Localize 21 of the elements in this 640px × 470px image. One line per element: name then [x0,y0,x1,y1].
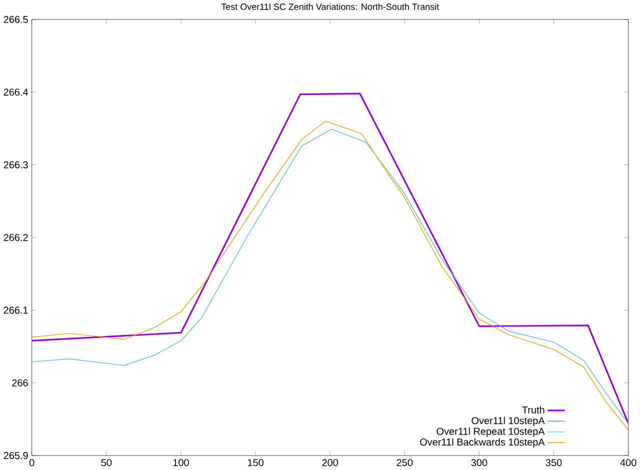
legend-label: Truth [522,406,544,414]
legend-label: Over11l Repeat 10stepA [436,428,545,438]
y-tick-label: 266.5 [4,16,28,24]
x-tick-label: 350 [546,459,562,466]
y-tick-label: 266.4 [4,88,28,96]
y-tick-label: 266.3 [4,162,28,169]
legend-label: Over11l Backwards 10stepA [420,438,545,448]
y-tick-label: 265.9 [4,452,28,460]
y-tick-label: 266 [12,380,28,387]
x-tick-label: 250 [396,459,413,466]
chart-title: Test Over11l SC Zenith Variations: North-South Transit [221,4,439,10]
y-tick-label: 266.1 [4,306,28,314]
y-tick-label: 266.2 [4,234,28,242]
x-tick-label: 400 [620,459,636,466]
x-tick-label: 50 [101,459,112,466]
x-tick-label: 200 [322,459,338,466]
x-tick-label: 0 [29,459,34,466]
x-tick-label: 300 [471,459,488,466]
x-tick-label: 100 [173,459,189,466]
legend-label: Over11l 10stepA [472,417,545,426]
x-tick-label: 150 [248,459,264,466]
